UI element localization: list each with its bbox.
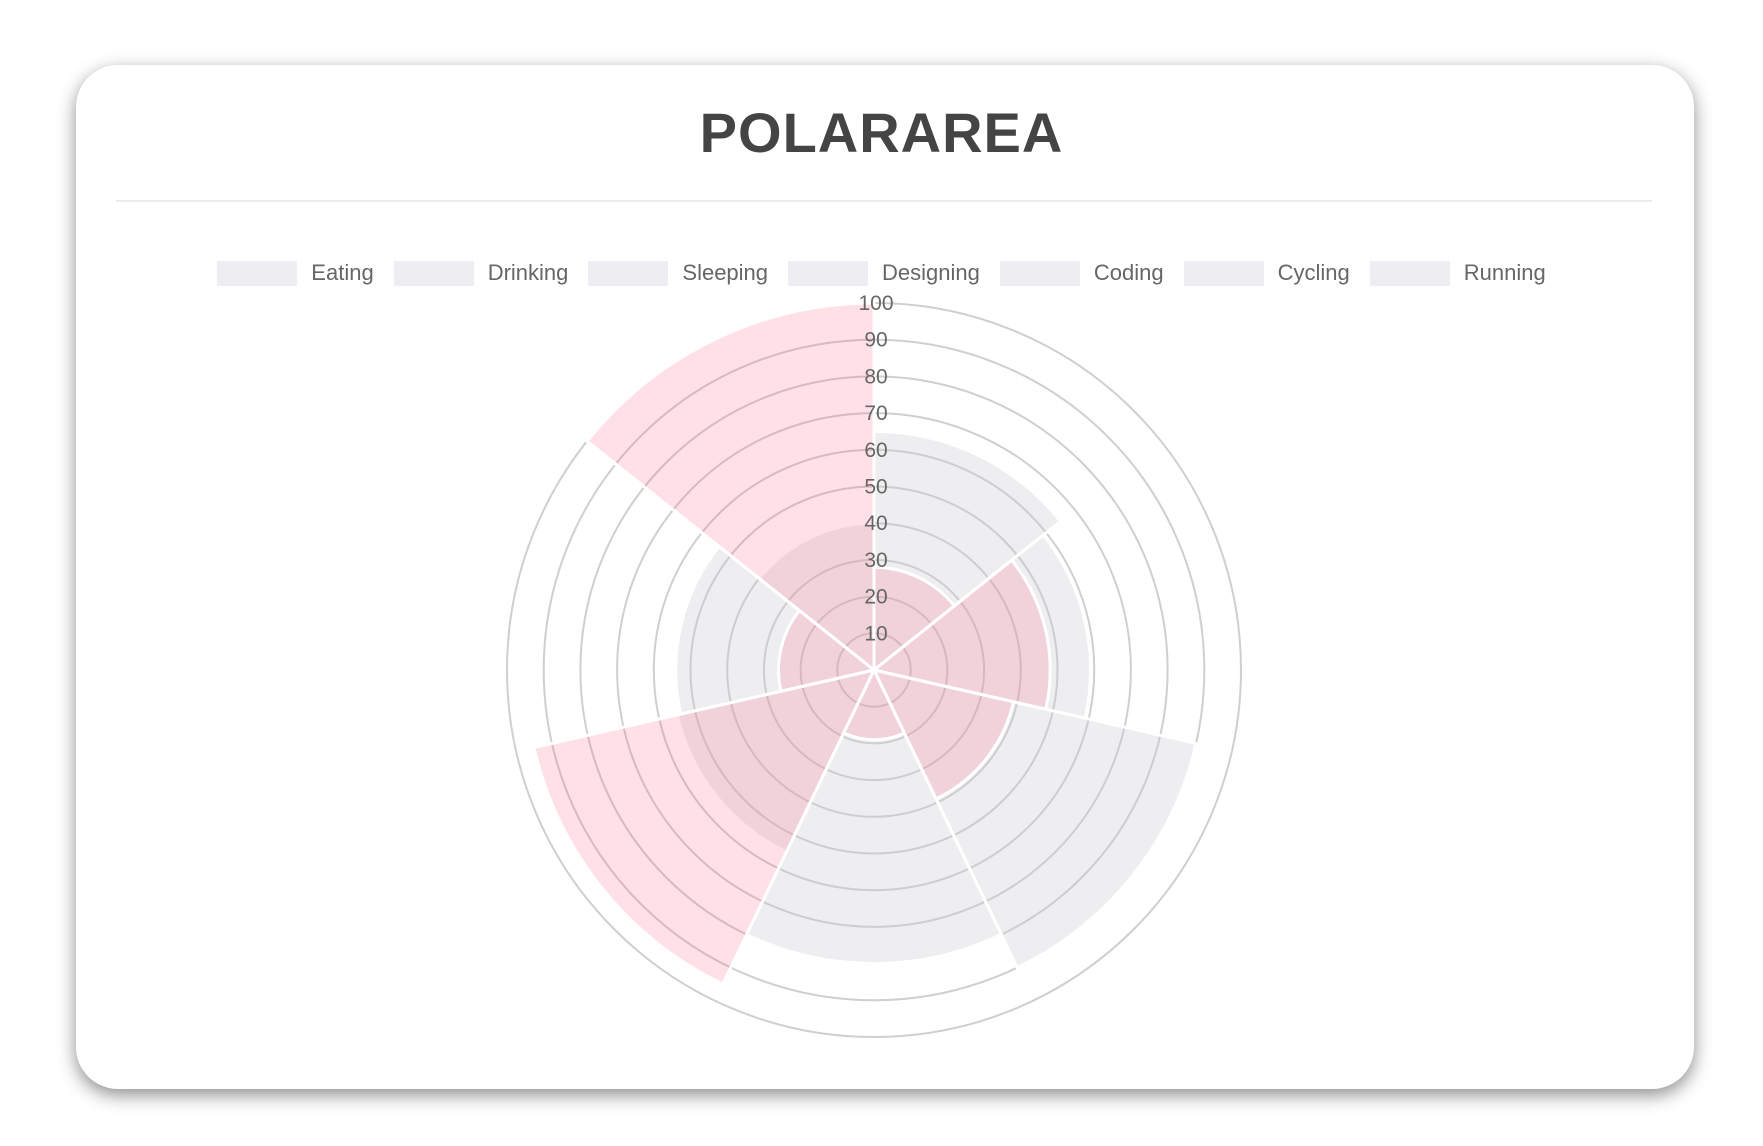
legend-label: Sleeping: [682, 260, 769, 285]
legend-item-eating[interactable]: Eating: [217, 260, 374, 286]
segment-drinking-series-1: [872, 533, 1093, 720]
legend-label: Drinking: [487, 260, 569, 285]
legend-label: Coding: [1093, 260, 1164, 285]
segment-running-series-2: [585, 301, 876, 672]
segment-sleeping-series-2: [872, 668, 1016, 801]
legend-item-running[interactable]: Running: [1369, 260, 1546, 286]
legend-item-drinking[interactable]: Drinking: [393, 260, 569, 286]
page-title: POLARAREA: [699, 101, 1064, 164]
tick-label: 30: [864, 549, 887, 572]
legend-label: Running: [1463, 260, 1546, 285]
tick-label: 70: [864, 402, 887, 425]
legend-item-sleeping[interactable]: Sleeping: [588, 260, 768, 286]
segment-cycling-series-2: [777, 609, 876, 693]
segment-coding-series-1: [675, 668, 876, 854]
tick-label: 80: [864, 365, 887, 388]
legend-label: Designing: [882, 260, 980, 285]
segment-running-series-1: [757, 521, 876, 672]
legend-swatch: [999, 260, 1080, 286]
legend: Eating Drinking Sleeping Designing Coding Cyc…: [0, 260, 1763, 286]
tick-label: 100: [858, 292, 893, 315]
segment-eating-series-2: [872, 565, 956, 672]
legend-swatch: [1369, 260, 1450, 286]
legend-label: Eating: [311, 260, 374, 285]
segment-coding-series-2: [532, 668, 876, 986]
legend-swatch: [217, 260, 298, 286]
legend-swatch: [393, 260, 474, 286]
segment-cycling-series-1: [674, 544, 876, 716]
chart-card: [76, 65, 1694, 1089]
segment-eating-series-1: [872, 429, 1063, 672]
legend-swatch: [588, 260, 669, 286]
legend-label: Cycling: [1277, 260, 1350, 285]
segment-drinking-series-2: [872, 558, 1052, 711]
legend-item-designing[interactable]: Designing: [788, 260, 980, 286]
divider: [116, 200, 1652, 202]
tick-label: 10: [864, 622, 887, 645]
legend-item-coding[interactable]: Coding: [999, 260, 1164, 286]
legend-swatch: [788, 260, 869, 286]
tick-label: 20: [864, 586, 887, 609]
legend-swatch: [1183, 260, 1264, 286]
tick-label: 40: [864, 512, 887, 535]
segment-designing-series-1: [745, 668, 1003, 966]
tick-label: 60: [864, 439, 887, 462]
tick-label: 90: [864, 329, 887, 352]
legend-item-cycling[interactable]: Cycling: [1183, 260, 1350, 286]
tick-label: 50: [864, 476, 887, 499]
segment-sleeping-series-1: [872, 668, 1198, 970]
